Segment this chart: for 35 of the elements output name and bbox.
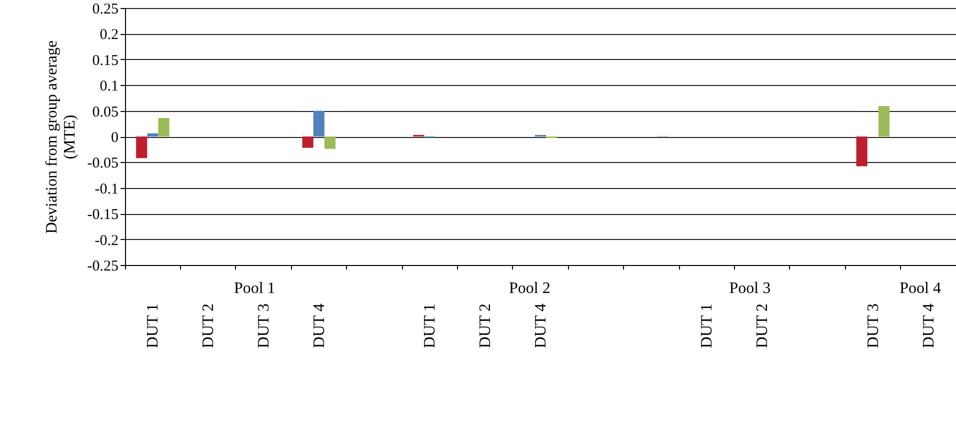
x-tick-label: DUT 3	[864, 304, 882, 348]
y-axis-title: Deviation from group average (MTE)	[43, 40, 78, 234]
bar	[136, 136, 148, 158]
y-tick-label: -0.1	[94, 181, 118, 198]
text: Pool 4	[900, 280, 941, 297]
y-tick-label: 0.1	[100, 78, 118, 95]
x-tick-label: DUT 2	[200, 304, 218, 348]
y-tick-label: 0.2	[100, 27, 118, 44]
y-tick-label: -0.2	[94, 232, 118, 249]
x-tick-label: DUT 1	[144, 304, 162, 348]
bar	[856, 136, 868, 166]
x-tick-label: DUT 3	[256, 304, 272, 348]
y-tick-label: 0.05	[92, 104, 118, 120]
bar	[302, 136, 314, 148]
y-tick-label: 0	[111, 130, 118, 146]
x-tick-label: DUT 4	[920, 304, 938, 348]
text: Pool 2	[509, 280, 550, 297]
y-tick-label: 0.25	[92, 2, 118, 18]
x-tick-label: DUT 2	[477, 304, 494, 348]
x-tick-label: DUT 1	[422, 304, 439, 348]
y-tick-label: -0.25	[87, 258, 118, 274]
y-tick-label: 0.15	[92, 52, 118, 69]
y-tick-label: -0.15	[87, 207, 118, 224]
bar	[158, 118, 170, 136]
bar	[878, 106, 890, 136]
bar	[324, 136, 336, 149]
x-tick-label: DUT 1	[698, 304, 716, 348]
x-tick-label: DUT 4	[310, 304, 328, 348]
y-tick-label: -0.05	[87, 156, 118, 172]
bar	[147, 133, 158, 136]
text: Pool 1	[234, 280, 276, 297]
x-tick-label: DUT 2	[754, 304, 772, 348]
text: Pool 3	[729, 280, 771, 297]
x-tick-label: DUT 4	[532, 304, 550, 348]
bar	[313, 110, 324, 136]
